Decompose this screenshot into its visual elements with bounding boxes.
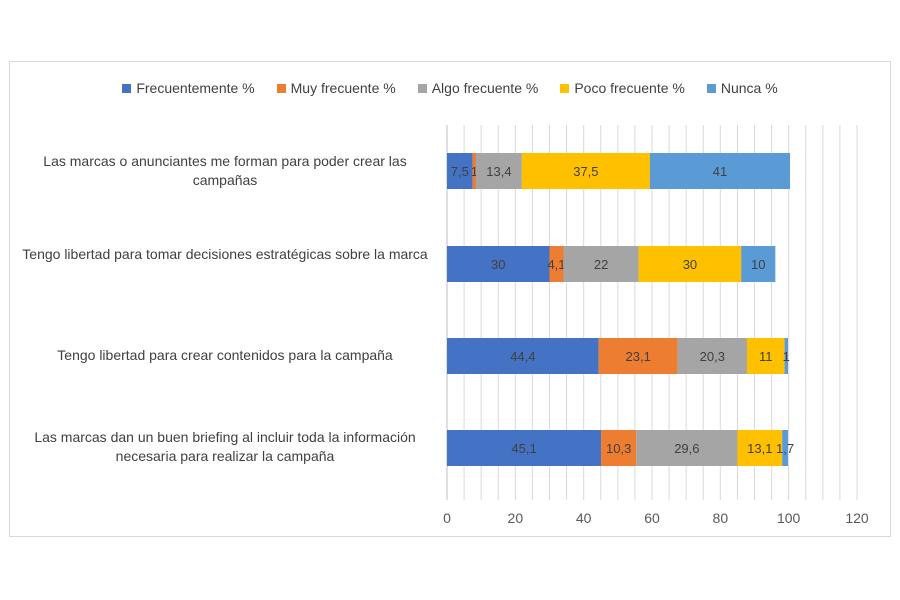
bar-segment [521, 153, 650, 189]
data-label: 45,1 [511, 441, 536, 456]
bar-segment [782, 430, 788, 466]
x-tick-label: 100 [777, 510, 801, 526]
x-tick-label: 60 [644, 510, 660, 526]
data-label: 1,7 [776, 441, 794, 456]
legend-swatch [560, 83, 570, 93]
legend-label: Nunca % [720, 80, 778, 96]
legend-item-frecuentemente: Frecuentemente % [122, 77, 255, 99]
data-label: 10,3 [606, 441, 631, 456]
bar-segment [447, 153, 473, 189]
legend-item-poco-frecuente: Poco frecuente % [560, 77, 685, 99]
bar-segment [563, 246, 639, 282]
bar-segment [746, 338, 785, 374]
chart-legend: Frecuentemente % Muy frecuente % Algo fr… [0, 77, 900, 99]
data-label: 10 [751, 257, 765, 272]
legend-label: Muy frecuente % [290, 80, 396, 96]
data-label: 23,1 [626, 349, 651, 364]
bar-segment [447, 246, 550, 282]
category-label: Las marcas dan un buen briefing al inclu… [34, 429, 416, 464]
legend-item-nunca: Nunca % [706, 77, 778, 99]
data-label: 22 [594, 257, 608, 272]
category-label: Tengo libertad para tomar decisiones est… [22, 246, 428, 262]
x-tick-label: 20 [508, 510, 524, 526]
data-label: 11 [759, 349, 773, 364]
bar-segment [447, 430, 602, 466]
data-label: 13,1 [747, 441, 772, 456]
category-label: Las marcas o anunciantes me forman para … [43, 153, 407, 188]
bar-segment [638, 246, 742, 282]
legend-label: Frecuentemente % [136, 80, 255, 96]
legend-swatch [122, 83, 132, 93]
bar-segment [784, 338, 788, 374]
bar-segment [549, 246, 564, 282]
data-label: 29,6 [674, 441, 699, 456]
legend-swatch [417, 83, 427, 93]
data-label: 44,4 [510, 349, 535, 364]
data-label: 20,3 [700, 349, 725, 364]
data-label: 30 [491, 257, 505, 272]
bar-segment [472, 153, 477, 189]
legend-label: Algo frecuente % [431, 80, 539, 96]
bar-segment [677, 338, 747, 374]
bar-segment [636, 430, 738, 466]
legend-swatch [706, 83, 716, 93]
data-label: 37,5 [573, 164, 598, 179]
data-label: 13,4 [486, 164, 511, 179]
x-tick-label: 40 [576, 510, 592, 526]
data-label: 1 [471, 164, 478, 179]
bar-segment [598, 338, 678, 374]
data-label: 4,1 [547, 257, 565, 272]
legend-item-muy-frecuente: Muy frecuente % [276, 77, 396, 99]
legend-label: Poco frecuente % [574, 80, 685, 96]
x-tick-label: 80 [713, 510, 729, 526]
bar-segment [741, 246, 776, 282]
data-label: 41 [713, 164, 727, 179]
legend-item-algo-frecuente: Algo frecuente % [417, 77, 539, 99]
bar-segment [447, 338, 599, 374]
data-label: 30 [683, 257, 697, 272]
category-label: Tengo libertad para crear contenidos par… [57, 347, 393, 363]
data-label: 7,5 [451, 164, 469, 179]
bar-segment [476, 153, 522, 189]
bar-segment [649, 153, 791, 189]
x-tick-label: 120 [845, 510, 869, 526]
legend-swatch [276, 83, 286, 93]
x-tick-label: 0 [443, 510, 451, 526]
data-label: 1 [783, 349, 790, 364]
bar-segment [601, 430, 637, 466]
bar-segment [737, 430, 783, 466]
